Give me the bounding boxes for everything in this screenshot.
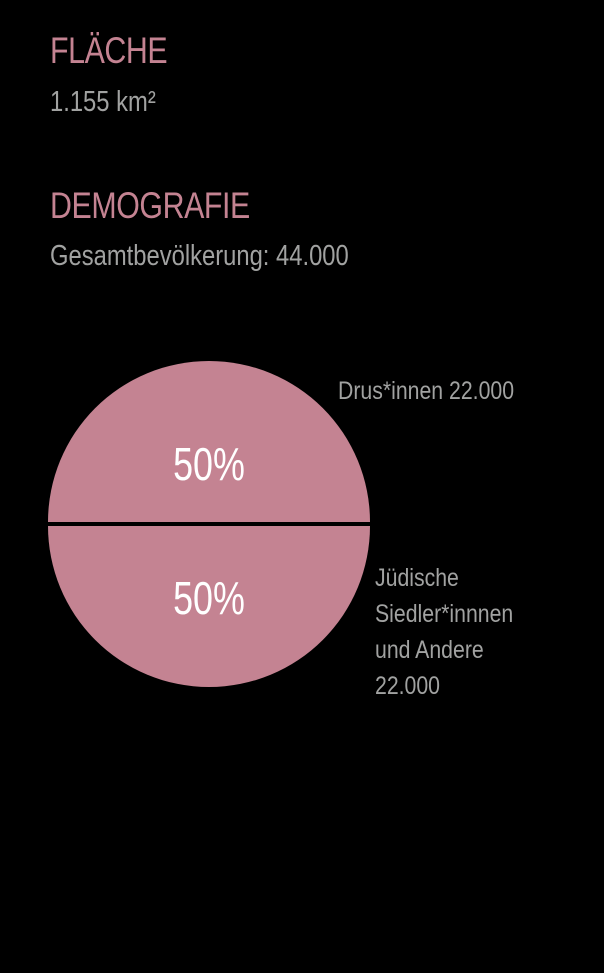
pie-slice-druze [48,361,370,522]
total-population: Gesamtbevölkerung: 44.000 [50,240,349,272]
legend-settlers-line-2: Siedler*innnen [375,600,514,628]
population-pie-chart: 50% 50% [47,361,371,689]
pie-slice-druze-percent: 50% [173,438,245,490]
area-value: 1.155 km² [50,86,156,118]
demography-heading: DEMOGRAFIE [50,185,250,226]
legend-settlers: Jüdische Siedler*innnen und Andere 22.00… [375,560,538,704]
pie-slice-settlers-percent: 50% [173,572,245,624]
pie-svg [48,361,370,687]
legend-settlers-value: 22.000 [375,672,440,700]
area-heading: FLÄCHE [50,30,168,71]
legend-druze: Drus*innen 22.000 [338,377,515,405]
legend-settlers-line-1: Jüdische [375,564,459,592]
pie-slice-settlers [48,526,370,687]
legend-settlers-line-3: und Andere [375,636,484,664]
